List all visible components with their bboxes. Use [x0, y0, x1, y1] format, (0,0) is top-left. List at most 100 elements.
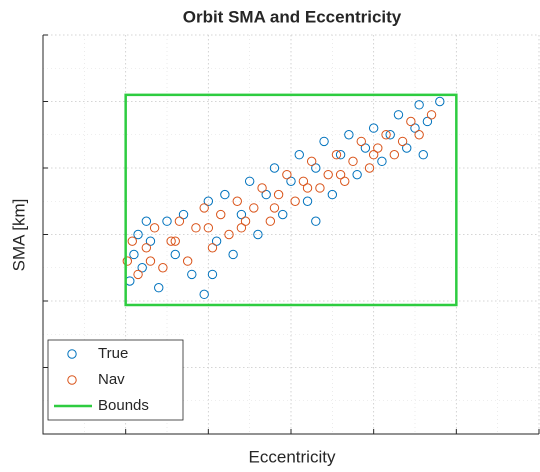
point — [414, 100, 424, 110]
point — [137, 263, 147, 273]
point — [170, 236, 180, 246]
point — [216, 209, 226, 220]
point — [389, 150, 400, 160]
legend-label: Bounds — [98, 397, 149, 414]
y-axis-label: SMA [km] — [9, 199, 28, 272]
point — [381, 130, 391, 140]
point — [145, 236, 156, 246]
point — [141, 243, 152, 253]
point — [319, 136, 329, 147]
legend-box — [47, 339, 184, 421]
point — [269, 203, 280, 213]
legend-label: Nav — [98, 371, 125, 388]
point — [127, 236, 137, 246]
point — [199, 203, 209, 213]
point — [203, 223, 214, 233]
point — [170, 249, 180, 260]
point — [294, 150, 304, 160]
bounds-box — [124, 93, 458, 307]
point — [327, 189, 338, 200]
point — [302, 196, 313, 206]
point — [269, 163, 280, 173]
point — [414, 130, 424, 140]
point — [377, 156, 387, 167]
point — [418, 150, 428, 160]
point — [220, 189, 230, 200]
point — [182, 256, 193, 266]
point — [435, 96, 445, 107]
point — [331, 150, 342, 160]
point — [166, 236, 176, 246]
point — [224, 229, 234, 240]
point — [315, 183, 325, 193]
point — [352, 169, 362, 180]
point — [207, 243, 218, 253]
x-axis-label: Eccentricity — [249, 447, 336, 466]
point — [402, 143, 412, 153]
point — [207, 269, 218, 280]
point — [199, 289, 209, 300]
point — [348, 156, 358, 167]
point — [422, 116, 433, 127]
point — [174, 216, 185, 226]
axes-frame — [42, 35, 539, 435]
point — [340, 176, 350, 187]
point — [244, 176, 255, 187]
chart-title: Orbit SMA and Eccentricity — [183, 7, 402, 26]
point — [236, 223, 247, 233]
point — [253, 229, 263, 240]
legend-marker — [67, 375, 77, 385]
legend-marker — [67, 349, 77, 359]
point — [282, 169, 292, 180]
point — [178, 209, 189, 220]
point — [257, 183, 267, 193]
point — [410, 123, 420, 133]
point — [203, 196, 214, 206]
point — [385, 130, 395, 140]
point — [397, 136, 408, 147]
point — [145, 256, 156, 266]
point — [149, 223, 160, 233]
point — [393, 110, 404, 120]
point — [406, 116, 416, 127]
point — [273, 189, 284, 200]
point — [236, 209, 247, 220]
point — [240, 216, 251, 226]
point — [302, 183, 313, 193]
point — [335, 169, 346, 180]
point — [133, 269, 143, 280]
point — [286, 176, 296, 187]
point — [278, 209, 288, 220]
point — [158, 263, 168, 273]
point — [249, 203, 259, 213]
point — [261, 189, 271, 200]
point — [191, 223, 201, 233]
point — [141, 216, 152, 226]
point — [129, 249, 139, 260]
point — [344, 130, 354, 140]
point — [323, 169, 333, 180]
point — [187, 269, 197, 280]
point — [298, 176, 309, 187]
point — [162, 216, 172, 226]
point — [360, 143, 371, 153]
point — [373, 143, 383, 153]
point — [364, 163, 375, 173]
point — [133, 229, 143, 240]
point — [228, 249, 238, 260]
point — [122, 256, 133, 266]
point — [311, 163, 321, 173]
point — [426, 110, 437, 120]
point — [265, 216, 276, 226]
point — [232, 196, 242, 206]
legend-label: True — [98, 345, 128, 362]
point — [154, 283, 164, 293]
point — [306, 156, 317, 167]
point — [211, 236, 222, 246]
point — [290, 196, 300, 206]
point — [368, 150, 379, 160]
point — [335, 150, 346, 160]
point — [368, 123, 379, 133]
point — [311, 216, 321, 226]
